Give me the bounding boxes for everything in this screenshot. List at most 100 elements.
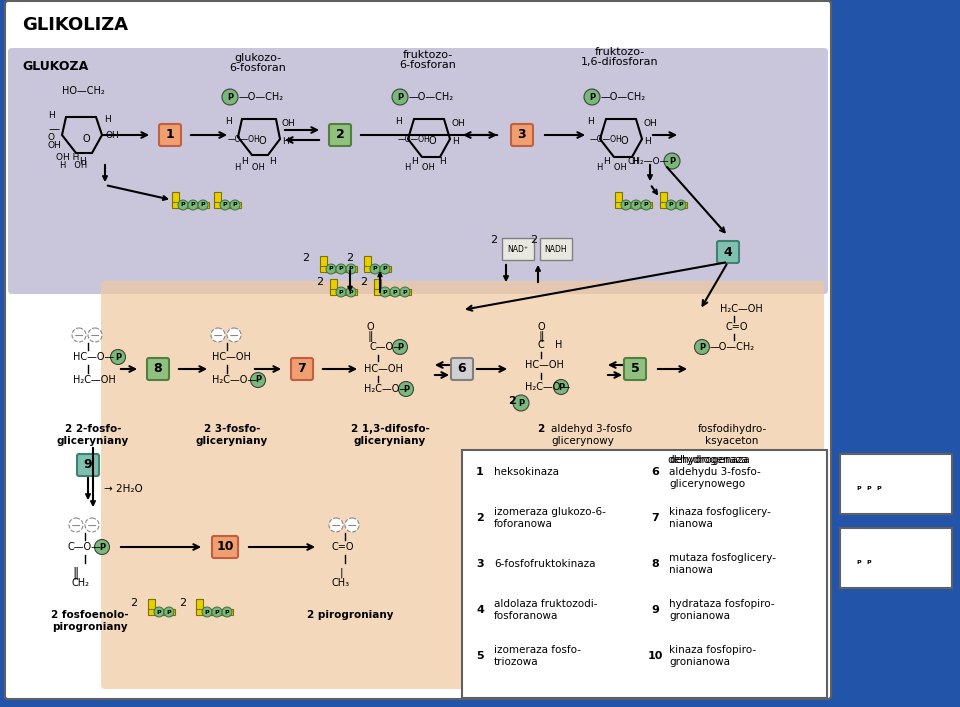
Text: P: P — [99, 542, 105, 551]
FancyBboxPatch shape — [469, 554, 491, 575]
Text: P: P — [856, 486, 861, 491]
Circle shape — [380, 287, 390, 297]
FancyBboxPatch shape — [212, 536, 238, 558]
Text: 6-fosforan: 6-fosforan — [229, 63, 286, 73]
Circle shape — [212, 607, 222, 617]
Text: −: − — [74, 329, 84, 342]
Text: —O—OH: —O—OH — [228, 134, 261, 144]
Text: C—O—: C—O— — [68, 542, 102, 552]
Text: −: − — [89, 329, 100, 342]
Text: CH₃: CH₃ — [332, 578, 350, 588]
Text: P: P — [867, 486, 872, 491]
Bar — [374, 289, 411, 295]
Circle shape — [666, 200, 676, 210]
Text: OH: OH — [452, 119, 466, 127]
Text: P: P — [856, 561, 861, 566]
Text: P: P — [403, 385, 409, 394]
Text: fosfodihydro-: fosfodihydro- — [697, 424, 767, 434]
Text: P: P — [699, 342, 705, 351]
Circle shape — [864, 484, 874, 494]
Text: H₂C—OH: H₂C—OH — [73, 375, 116, 385]
Text: 8: 8 — [651, 559, 659, 569]
FancyBboxPatch shape — [8, 48, 828, 294]
Text: P: P — [393, 289, 397, 295]
Text: 2: 2 — [347, 253, 353, 263]
Text: NADH: NADH — [544, 245, 567, 254]
Text: P: P — [402, 289, 407, 295]
Text: NAD⁺: NAD⁺ — [508, 245, 529, 254]
Text: P: P — [115, 353, 121, 361]
Bar — [148, 609, 175, 615]
Text: P: P — [339, 289, 344, 295]
Bar — [364, 266, 391, 272]
Text: −: − — [347, 520, 357, 532]
FancyBboxPatch shape — [644, 600, 665, 621]
Text: HO—CH₂: HO—CH₂ — [62, 86, 105, 96]
FancyBboxPatch shape — [451, 358, 473, 380]
Text: H: H — [104, 115, 110, 124]
Circle shape — [88, 328, 102, 342]
FancyBboxPatch shape — [469, 645, 491, 667]
Circle shape — [211, 328, 225, 342]
Text: fruktozo-: fruktozo- — [403, 50, 453, 60]
Text: H: H — [439, 156, 445, 165]
Circle shape — [398, 382, 414, 397]
Text: H: H — [282, 136, 289, 146]
Text: P: P — [156, 609, 161, 614]
Text: P: P — [227, 93, 233, 102]
Text: C—O—: C—O— — [370, 342, 404, 352]
Bar — [502, 238, 534, 260]
Bar — [660, 202, 687, 208]
Text: O: O — [538, 322, 545, 332]
Text: gliceryniany: gliceryniany — [57, 436, 130, 446]
Text: P: P — [558, 382, 564, 392]
Text: P: P — [383, 289, 387, 295]
Text: H: H — [225, 117, 231, 126]
Text: P: P — [215, 609, 219, 614]
Text: 7: 7 — [298, 363, 306, 375]
Circle shape — [676, 200, 686, 210]
Text: −: − — [213, 329, 224, 342]
Text: P: P — [669, 202, 673, 207]
FancyBboxPatch shape — [291, 358, 313, 380]
Text: H₂C—O—: H₂C—O— — [525, 382, 570, 392]
Text: OH: OH — [48, 141, 61, 149]
FancyBboxPatch shape — [469, 600, 491, 621]
Circle shape — [631, 200, 641, 210]
Bar — [214, 192, 221, 206]
Text: 9: 9 — [651, 605, 659, 615]
Text: −: − — [331, 520, 341, 532]
Circle shape — [188, 200, 198, 210]
Text: kinaza fosfopiro-
gronianowa: kinaza fosfopiro- gronianowa — [669, 645, 756, 667]
Circle shape — [220, 200, 230, 210]
Text: aldehyd 3-fosfo: aldehyd 3-fosfo — [551, 424, 632, 434]
Circle shape — [874, 484, 884, 494]
Text: pirogroniany: pirogroniany — [52, 622, 128, 632]
Text: 10: 10 — [216, 540, 233, 554]
FancyBboxPatch shape — [644, 645, 665, 667]
Text: 2: 2 — [180, 598, 186, 608]
Text: 10: 10 — [647, 651, 662, 661]
Circle shape — [390, 287, 400, 297]
Text: |: | — [340, 568, 344, 578]
FancyBboxPatch shape — [624, 358, 646, 380]
Circle shape — [346, 264, 356, 274]
Bar — [848, 476, 855, 490]
Text: O: O — [366, 322, 373, 332]
Text: GLUKOZA: GLUKOZA — [22, 61, 88, 74]
Circle shape — [393, 339, 407, 354]
Bar — [320, 256, 327, 270]
Text: 2: 2 — [538, 424, 552, 434]
Text: H₂C—O—: H₂C—O— — [364, 384, 409, 394]
FancyBboxPatch shape — [159, 124, 181, 146]
Bar — [148, 599, 155, 613]
Text: HC—O—: HC—O— — [73, 352, 114, 362]
Text: P: P — [225, 609, 229, 614]
Circle shape — [198, 200, 208, 210]
Circle shape — [392, 89, 408, 105]
Text: H: H — [555, 340, 563, 350]
Text: ∥: ∥ — [539, 332, 543, 342]
Text: P: P — [372, 267, 377, 271]
Circle shape — [222, 607, 232, 617]
Circle shape — [336, 287, 346, 297]
